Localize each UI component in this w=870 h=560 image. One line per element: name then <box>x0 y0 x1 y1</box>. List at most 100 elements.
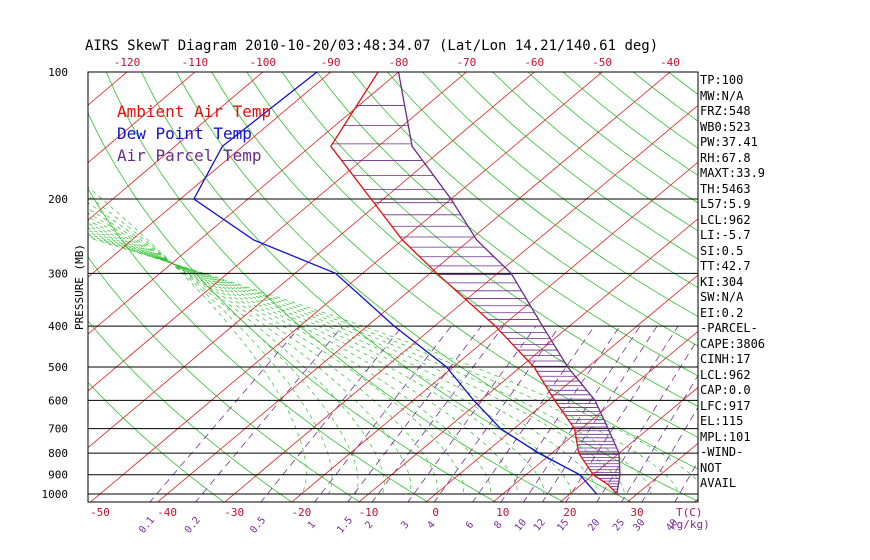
dry-adiabat-line <box>211 72 698 470</box>
top-temperature-tick-label: -40 <box>660 56 680 69</box>
sounding-index: EL:115 <box>700 414 744 428</box>
moist-adiabat-line <box>88 195 333 495</box>
top-temperature-tick-label: -60 <box>524 56 544 69</box>
pressure-tick-label: 200 <box>48 193 68 206</box>
mixing-ratio-unit-label: (g/kg) <box>670 518 710 531</box>
sounding-index: PW:37.41 <box>700 135 758 149</box>
plot-frame <box>87 71 699 503</box>
top-temperature-tick-label: -120 <box>114 56 141 69</box>
dry-adiabat-line <box>281 72 698 407</box>
sounding-index: MW:N/A <box>700 88 744 103</box>
profile-lines <box>193 72 621 495</box>
dry-adiabat-line <box>351 72 698 347</box>
bottom-temperature-tick-label: 30 <box>630 506 643 519</box>
pressure-tick-label: 300 <box>48 267 68 280</box>
sounding-index: L57:5.9 <box>700 197 751 211</box>
top-temperature-tick-label: -50 <box>592 56 612 69</box>
dry-adiabat-line <box>105 72 565 502</box>
pressure-tick-label: 700 <box>48 423 68 436</box>
isotherm-line <box>88 72 535 449</box>
mixing-ratio-tick-label: 0.2 <box>183 515 203 536</box>
dry-adiabat-line <box>656 0 870 512</box>
mixing-ratio-tick-label: 0.1 <box>137 515 157 536</box>
cape-hatching <box>332 105 620 493</box>
mixing-ratio-tick-label: 25 <box>611 517 627 533</box>
mixing-ratio-tick-label: 1.5 <box>335 515 355 536</box>
bottom-temperature-tick-label: -50 <box>90 506 110 519</box>
moist-adiabat-line <box>88 223 491 495</box>
pressure-tick-label: 1000 <box>42 488 69 501</box>
mixing-ratio-line <box>371 325 504 502</box>
isotherm-line <box>224 104 698 502</box>
moist-adiabat-line <box>88 186 307 495</box>
dry-adiabat-line <box>839 0 870 512</box>
isotherm-line <box>559 386 698 502</box>
top-temperature-tick-label: -70 <box>456 56 476 69</box>
bottom-temperature-tick-label: -30 <box>224 506 244 519</box>
moist-adiabats <box>88 186 698 495</box>
mixing-ratio-tick-label: 1 <box>306 520 318 532</box>
bottom-temperature-tick-label: 20 <box>563 506 576 519</box>
series-line-ambient-air-temp <box>330 72 618 495</box>
dry-adiabat-line <box>492 72 698 232</box>
pressure-tick-label: 800 <box>48 447 68 460</box>
mixing-ratio-line <box>565 325 679 502</box>
mixing-ratio-line <box>260 325 403 502</box>
pressure-tick-label: 500 <box>48 361 68 374</box>
series-line-dew-point-temp <box>193 72 598 495</box>
isotherm-line <box>88 72 400 335</box>
sounding-index: TT:42.7 <box>700 259 751 273</box>
y-axis-label: PRESSURE (MB) <box>73 244 86 330</box>
dry-adiabat-line <box>597 72 698 149</box>
mixing-ratio-lines <box>149 325 698 502</box>
dry-adiabat-line <box>88 320 293 502</box>
top-temperature-ticks: -120 -110 -100 -90 -80 -70 -60 -50 -40 <box>114 56 680 69</box>
bottom-temperature-tick-label: 0 <box>432 506 439 519</box>
top-temperature-tick-label: -110 <box>182 56 209 69</box>
sounding-index: TP:100 <box>700 73 744 87</box>
dry-adiabat-line <box>88 112 497 502</box>
mixing-ratio-tick-label: 12 <box>532 517 548 533</box>
sounding-index: LCL:962 <box>700 212 751 227</box>
isotherm-line <box>156 72 671 502</box>
isotherm-line <box>0 0 33 511</box>
sounding-index: MAXT:33.9 <box>700 166 766 180</box>
mixing-ratio-tick-label: 8 <box>492 520 504 532</box>
bottom-temperature-tick-label: -40 <box>157 506 177 519</box>
mixing-ratio-line <box>195 325 343 502</box>
mixing-ratio-line <box>641 406 698 502</box>
bottom-temperature-tick-label: -10 <box>359 506 379 519</box>
top-temperature-tick-label: -80 <box>389 56 409 69</box>
moist-adiabat-line <box>88 237 698 482</box>
pressure-tick-label: 100 <box>48 66 68 79</box>
sounding-index: TH:5463 <box>700 181 751 196</box>
mixing-ratio-tick-label: 2 <box>363 520 375 532</box>
dry-adiabat-line <box>386 72 698 318</box>
sounding-index: WB0:523 <box>700 119 751 134</box>
isotherm-line <box>88 72 467 392</box>
dry-adiabat-line <box>246 72 698 438</box>
dry-adiabat-line <box>421 72 698 289</box>
isotherms <box>0 0 698 511</box>
mixing-ratio-line <box>407 325 537 502</box>
sounding-index: CAPE:3806 <box>700 336 766 351</box>
moist-adiabat-line <box>88 227 545 495</box>
sounding-index: EI:0.2 <box>700 305 744 320</box>
pressure-tick-label: 900 <box>48 469 68 482</box>
mixing-ratio-tick-label: 10 <box>513 517 529 533</box>
dry-adiabat-line <box>316 72 698 377</box>
moist-adiabat-line <box>88 225 518 495</box>
mixing-ratio-tick-label: 20 <box>586 517 602 533</box>
isotherm-line <box>89 72 603 502</box>
dry-adiabat-line <box>808 0 870 512</box>
sounding-index: FRZ:548 <box>700 104 751 118</box>
sounding-index: CINH:17 <box>700 352 751 366</box>
moist-adiabat-line <box>88 212 412 495</box>
top-temperature-tick-label: -90 <box>321 56 341 69</box>
bottom-temperature-tick-label: -20 <box>291 506 311 519</box>
mixing-ratio-tick-label: 4 <box>426 520 438 532</box>
isotherm-line <box>425 274 698 502</box>
dry-adiabat-line <box>457 72 698 260</box>
sounding-index: SW:N/A <box>700 290 744 304</box>
